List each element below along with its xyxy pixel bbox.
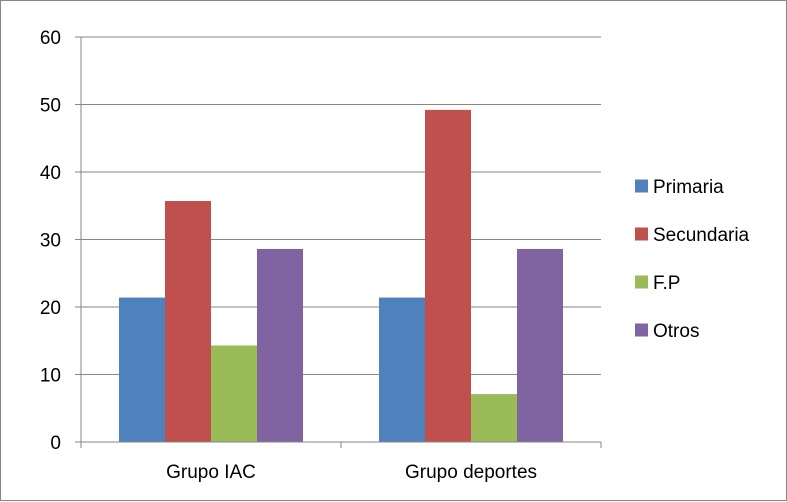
legend-label-primaria: Primaria — [653, 177, 724, 198]
bar-secundaria-1 — [165, 201, 211, 442]
bar-primaria-2 — [379, 297, 425, 442]
legend-label-f-p: F.P — [653, 273, 680, 294]
y-tick-label: 40 — [40, 163, 61, 184]
y-tick-label: 50 — [40, 96, 61, 117]
legend-swatch-secundaria — [635, 227, 648, 241]
legend-label-otros: Otros — [653, 321, 699, 342]
bar-secundaria-2 — [425, 109, 471, 443]
bar-primaria-1 — [119, 297, 165, 442]
x-tick-labels: Grupo IAC Grupo deportes — [166, 462, 537, 483]
x-tick-label: Grupo deportes — [405, 462, 537, 483]
legend-label-secundaria: Secundaria — [653, 225, 750, 246]
bars — [119, 109, 563, 443]
legend-swatch-primaria — [635, 179, 648, 193]
bar-f-p-1 — [211, 345, 257, 442]
x-tick-label: Grupo IAC — [166, 462, 256, 483]
bar-otros-1 — [257, 248, 303, 442]
y-tick-labels: 0 10 20 30 40 50 60 — [40, 28, 61, 454]
legend-swatch-otros — [635, 323, 648, 337]
y-tick-label: 20 — [40, 298, 61, 319]
y-tick-label: 10 — [40, 366, 61, 387]
legend: Primaria Secundaria F.P Otros — [635, 177, 750, 342]
axes — [75, 36, 602, 448]
y-tick-label: 60 — [40, 28, 61, 49]
bar-otros-2 — [517, 248, 563, 442]
legend-swatch-f-p — [635, 275, 648, 289]
y-tick-label: 30 — [40, 231, 61, 252]
y-tick-label: 0 — [50, 433, 61, 454]
bar-f-p-2 — [471, 394, 517, 442]
